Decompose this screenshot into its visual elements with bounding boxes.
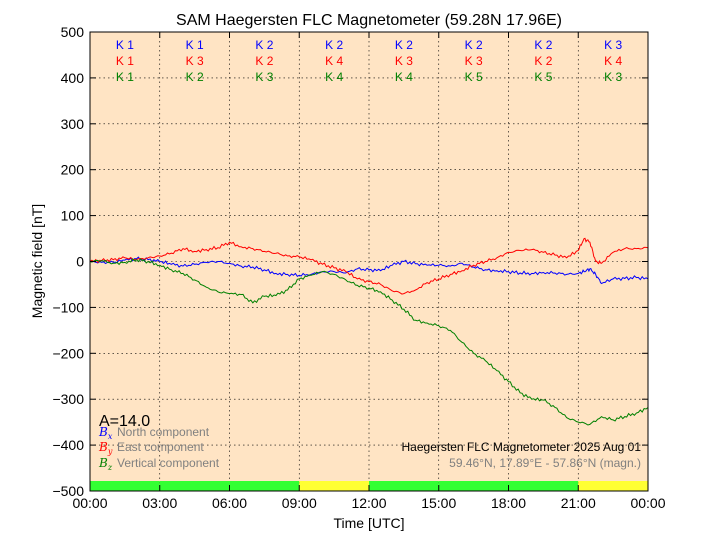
y-tick-label: 400: [61, 70, 85, 86]
x-tick-label: 06:00: [212, 495, 247, 511]
k-index-green: K 5: [534, 70, 552, 84]
k-index-red: K 4: [325, 54, 343, 68]
y-axis-label: Magnetic field [nT]: [29, 204, 45, 318]
status-segment: [299, 481, 369, 491]
k-index-blue: K 3: [604, 38, 622, 52]
k-index-green: K 1: [116, 70, 134, 84]
y-tick-label: 200: [61, 162, 85, 178]
status-segment: [578, 481, 648, 491]
status-segment: [90, 481, 160, 491]
k-index-labels: K 1 K 1 K 2 K 2 K 2 K 2 K 2 K 3 K 1 K 3 K 2 K 4 K 3 K…: [116, 38, 623, 84]
k-index-green: K 3: [255, 70, 273, 84]
status-segment: [508, 481, 579, 491]
k-index-green: K 4: [325, 70, 343, 84]
x-tick-label: 12:00: [351, 495, 386, 511]
k-index-green: K 2: [186, 70, 204, 84]
y-tick-label: 500: [61, 24, 85, 40]
y-tick-label: −400: [52, 437, 84, 453]
series-line-north-component: [89, 256, 649, 285]
x-tick-label: 18:00: [491, 495, 526, 511]
k-index-red: K 3: [465, 54, 483, 68]
y-tick-label: 100: [61, 208, 85, 224]
k-index-blue: K 2: [325, 38, 343, 52]
k-index-blue: K 2: [255, 38, 273, 52]
k-index-blue: K 1: [186, 38, 204, 52]
k-index-blue: K 2: [465, 38, 483, 52]
coords-annotation: 59.46°N, 17.89°E - 57.86°N (magn.): [449, 456, 641, 470]
series-line-east-component: [89, 237, 649, 295]
y-tick-label: −100: [52, 299, 84, 315]
series-lines: [89, 237, 649, 426]
a-index: A=14.0: [99, 413, 150, 430]
y-tick-label: −200: [52, 345, 84, 361]
k-index-blue: K 2: [395, 38, 413, 52]
legend-north-label: North component: [117, 425, 210, 439]
chart-title: SAM Haegersten FLC Magnetometer (59.28N …: [176, 12, 562, 29]
grid-lines: [90, 32, 648, 491]
k-index-green: K 3: [604, 70, 622, 84]
station-annotation: Haegersten FLC Magnetometer 2025 Aug 01: [402, 440, 642, 454]
axis-ticks: 00:00 03:00 06:00 09:00 12:00 15:00 18:00 21:00…: [52, 24, 665, 511]
x-tick-label: 15:00: [421, 495, 456, 511]
x-axis-label: Time [UTC]: [333, 515, 404, 531]
k-index-blue: K 2: [534, 38, 552, 52]
y-tick-label: −500: [52, 483, 84, 499]
k-index-blue: K 1: [116, 38, 134, 52]
y-tick-label: −300: [52, 391, 84, 407]
legend-east-label: East component: [117, 440, 204, 454]
y-tick-label: 0: [76, 254, 84, 270]
x-tick-label: 00:00: [630, 495, 665, 511]
k-index-red: K 1: [116, 54, 134, 68]
k-index-red: K 2: [534, 54, 552, 68]
k-index-green: K 5: [465, 70, 483, 84]
series-line-vertical-component: [89, 258, 649, 426]
k-index-red: K 2: [255, 54, 273, 68]
x-tick-label: 00:00: [72, 495, 107, 511]
k-index-red: K 4: [604, 54, 622, 68]
legend-vertical-label: Vertical component: [117, 456, 220, 470]
y-tick-label: 300: [61, 116, 85, 132]
k-index-red: K 3: [395, 54, 413, 68]
legend: Bx North component By East component Bz …: [98, 425, 220, 472]
status-segment: [159, 481, 230, 491]
x-tick-label: 09:00: [282, 495, 317, 511]
x-tick-label: 03:00: [142, 495, 177, 511]
k-index-green: K 4: [395, 70, 413, 84]
k-index-red: K 3: [186, 54, 204, 68]
status-segment: [229, 481, 300, 491]
status-segment: [438, 481, 509, 491]
status-segment: [369, 481, 439, 491]
status-bar: [90, 481, 648, 491]
x-tick-label: 21:00: [561, 495, 596, 511]
